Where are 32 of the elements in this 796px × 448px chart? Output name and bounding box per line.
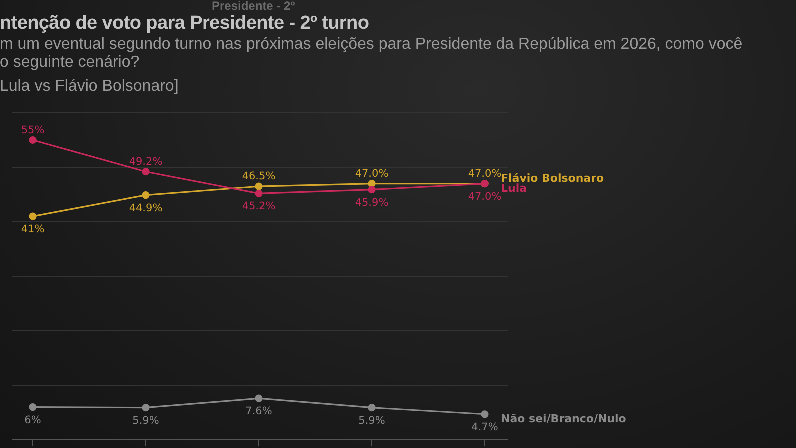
data-label: 46.5% — [242, 170, 276, 183]
data-label: 47.0% — [468, 168, 502, 180]
point — [142, 168, 150, 176]
data-label: 41% — [21, 224, 45, 236]
data-label: 5.9% — [132, 414, 160, 427]
data-label: 4.7% — [472, 421, 498, 434]
point — [29, 404, 37, 412]
data-label: 45.9% — [355, 196, 389, 209]
point — [368, 186, 376, 194]
point — [255, 394, 263, 402]
chart-subtitle: m um eventual segundo turno nas próximas eleições para Presidente da República em 2026, como você o seguinte cenário? Lula vs Flávio Bolsonaro] — [0, 36, 743, 96]
data-label: 49.2% — [129, 156, 163, 168]
point — [29, 136, 37, 144]
point — [255, 190, 263, 198]
data-label: 55% — [21, 124, 45, 136]
data-label: 47.0% — [468, 190, 502, 203]
text: Presidente - 2º — [212, 0, 296, 13]
data-label: 7.6% — [246, 406, 272, 418]
point — [142, 404, 150, 412]
point — [368, 404, 376, 412]
data-label: 6% — [24, 414, 42, 426]
point — [368, 180, 376, 188]
data-label: 47.0% — [355, 168, 389, 180]
data-label: 45.2% — [242, 200, 276, 213]
chart-title: ntenção de voto para Presidente - 2º turno — [0, 13, 370, 35]
point — [255, 182, 263, 190]
data-label: 5.9% — [358, 414, 386, 427]
point — [29, 212, 37, 220]
data-label: 44.9% — [129, 202, 163, 214]
point — [142, 191, 150, 200]
point — [481, 410, 489, 418]
series-label: Não sei/Branco/Nulo — [501, 412, 627, 426]
